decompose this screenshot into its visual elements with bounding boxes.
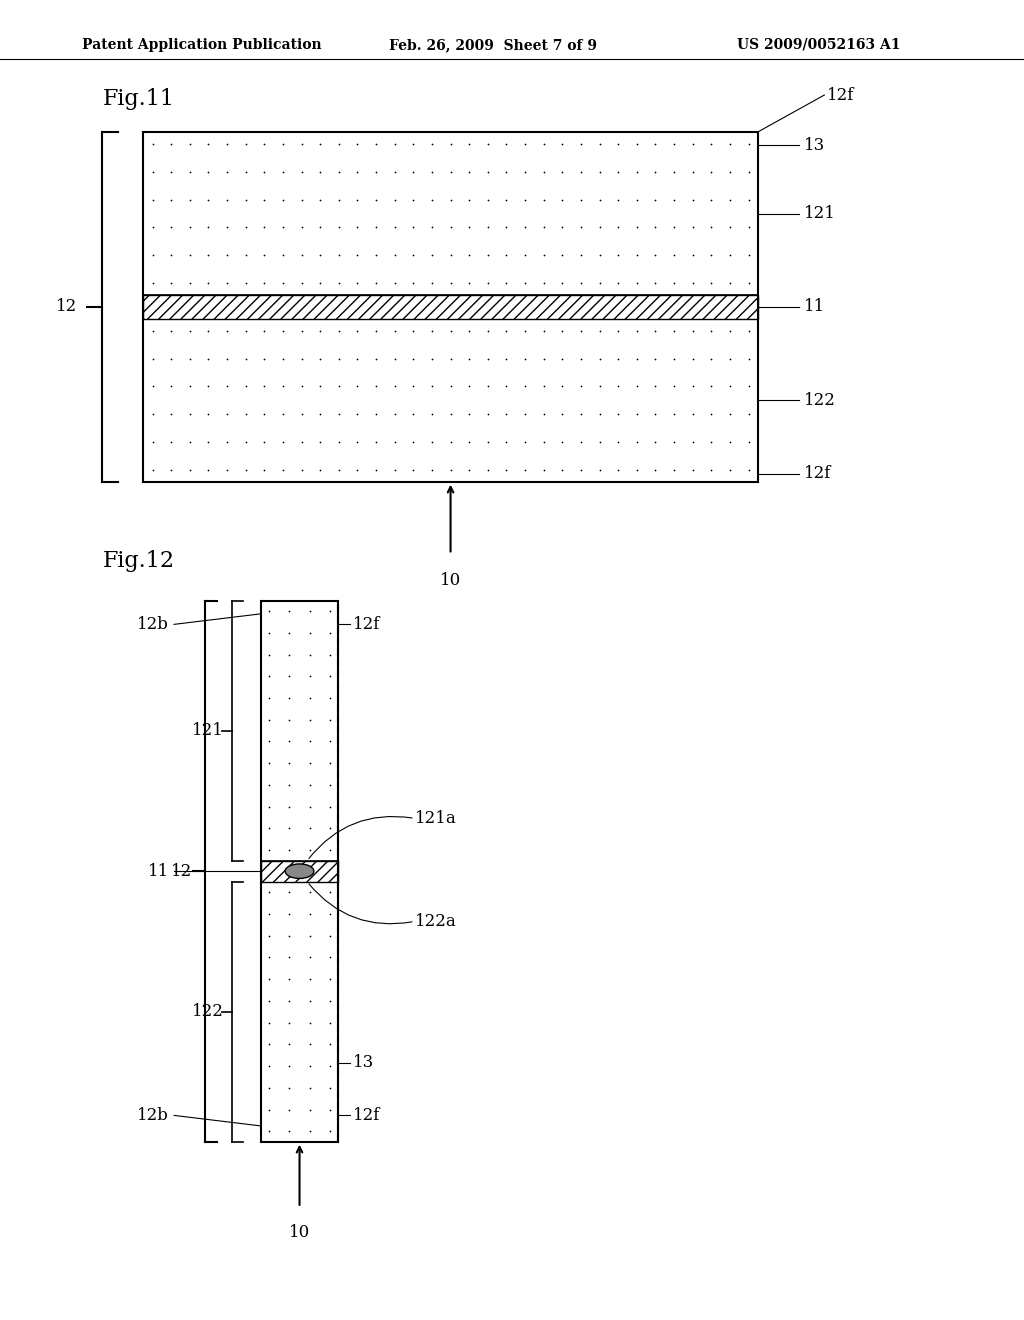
Text: 11: 11 (804, 298, 825, 315)
Text: 13: 13 (804, 137, 825, 153)
Bar (261, 601, 338, 861)
Text: US 2009/0052163 A1: US 2009/0052163 A1 (737, 38, 901, 51)
Text: 12: 12 (171, 863, 193, 879)
Text: 13: 13 (353, 1055, 375, 1071)
Text: 122a: 122a (415, 913, 457, 929)
Text: Fig.11: Fig.11 (102, 88, 174, 110)
Text: 12f: 12f (353, 1107, 381, 1123)
Text: 12b: 12b (137, 1107, 169, 1123)
Text: 12f: 12f (827, 87, 855, 103)
Bar (143, 132, 758, 296)
Text: 10: 10 (289, 1224, 310, 1241)
Bar (261, 882, 338, 1142)
Bar (143, 132, 758, 482)
Text: 12f: 12f (804, 466, 831, 482)
Text: 121a: 121a (415, 810, 457, 826)
Bar (261, 861, 338, 882)
Text: Feb. 26, 2009  Sheet 7 of 9: Feb. 26, 2009 Sheet 7 of 9 (389, 38, 597, 51)
Text: 12: 12 (55, 298, 77, 315)
Text: 10: 10 (440, 572, 461, 589)
Text: 11: 11 (147, 863, 169, 879)
Text: 122: 122 (193, 1003, 224, 1020)
Text: 122: 122 (804, 392, 836, 409)
Text: Fig.12: Fig.12 (102, 550, 174, 572)
Text: 121: 121 (804, 205, 836, 222)
Text: 121: 121 (193, 722, 224, 739)
Bar (143, 296, 758, 318)
Text: 12f: 12f (353, 616, 381, 632)
Bar (143, 318, 758, 482)
Bar (261, 601, 338, 1142)
Text: 12b: 12b (137, 616, 169, 632)
Ellipse shape (285, 865, 313, 879)
Text: Patent Application Publication: Patent Application Publication (82, 38, 322, 51)
